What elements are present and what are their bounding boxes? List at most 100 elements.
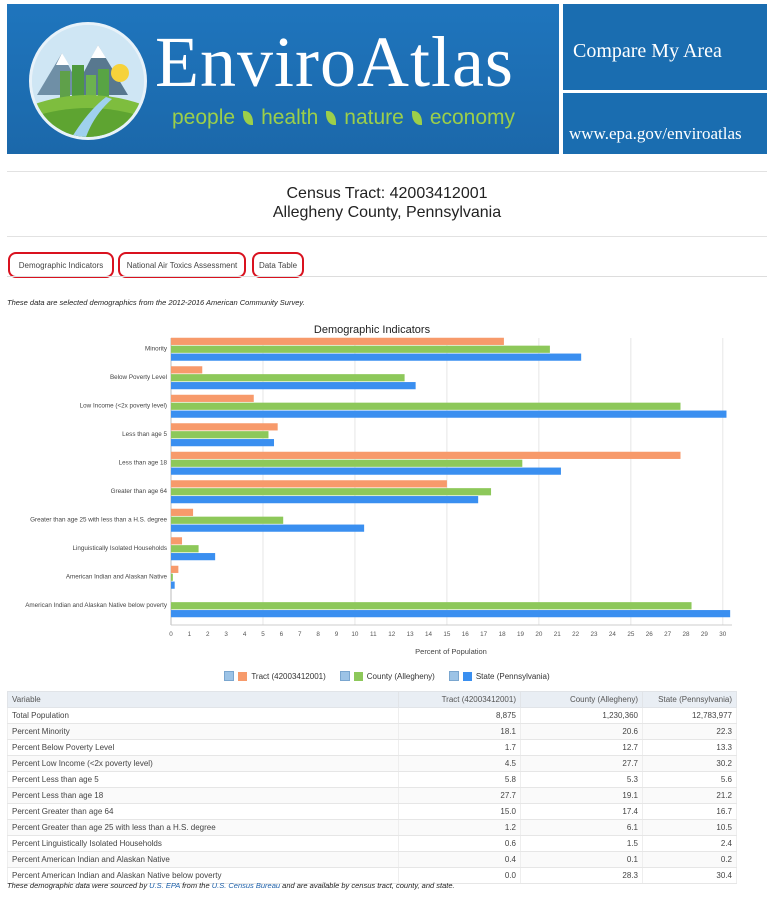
table-cell-variable: Percent American Indian and Alaskan Nati… — [7, 851, 399, 868]
banner-divider-horizontal — [559, 90, 767, 93]
x-tick-label: 10 — [351, 631, 359, 638]
legend-item-tract[interactable]: Tract (42003412001) — [224, 671, 326, 681]
tab-demographic-indicators[interactable]: Demographic Indicators — [8, 252, 114, 278]
x-tick-label: 11 — [370, 631, 377, 638]
table-header-variable: Variable — [7, 691, 399, 708]
bar-county — [171, 516, 284, 524]
table-cell-value: 17.4 — [520, 803, 643, 820]
table-row: Percent Linguistically Isolated Househol… — [7, 835, 737, 852]
table-cell-value: 27.7 — [520, 755, 643, 772]
x-tick-label: 0 — [169, 631, 173, 638]
table-cell-value: 20.6 — [520, 723, 643, 740]
table-cell-variable: Percent Less than age 5 — [7, 771, 399, 788]
enviroatlas-logo-icon — [29, 22, 147, 140]
table-row: Percent Greater than age 25 with less th… — [7, 819, 737, 836]
us-epa-link[interactable]: U.S. EPA — [149, 881, 181, 890]
x-tick-label: 23 — [591, 631, 599, 638]
table-cell-variable: Percent Greater than age 25 with less th… — [7, 819, 399, 836]
x-tick-label: 2 — [206, 631, 210, 638]
table-cell-value: 15.0 — [398, 803, 521, 820]
legend-checkbox-icon[interactable] — [224, 671, 235, 681]
bar-county — [171, 431, 269, 439]
leaf-icon — [326, 111, 337, 125]
chart-x-axis-label: Percent of Population — [415, 647, 487, 656]
legend-label-state: State (Pennsylvania) — [475, 671, 550, 681]
table-row: Percent Minority 18.1 20.6 22.3 — [7, 723, 737, 740]
bar-county — [171, 488, 492, 496]
table-body: Total Population 8,875 1,230,360 12,783,977… — [7, 707, 737, 884]
banner-divider — [559, 4, 563, 154]
bar-tract — [171, 366, 203, 374]
tagline-economy: economy — [429, 106, 516, 129]
x-tick-label: 18 — [499, 631, 507, 638]
table-cell-value: 30.2 — [642, 755, 737, 772]
tab-data-table[interactable]: Data Table — [252, 252, 304, 278]
table-cell-value: 22.3 — [642, 723, 737, 740]
bar-county — [171, 374, 405, 382]
leaf-icon — [411, 111, 422, 125]
x-tick-label: 27 — [664, 631, 672, 638]
x-tick-label: 8 — [316, 631, 320, 638]
bar-county — [171, 459, 523, 467]
bar-state — [171, 524, 365, 532]
table-cell-value: 0.2 — [642, 851, 737, 868]
demographic-indicators-chart: Demographic Indicators Minority Below Pov… — [25, 324, 732, 656]
x-tick-label: 26 — [646, 631, 654, 638]
category-label: American Indian and Alaskan Native below… — [25, 602, 168, 609]
table-cell-value: 27.7 — [398, 787, 521, 804]
county-state-title: Allegheny County, Pennsylvania — [272, 204, 502, 221]
x-tick-label: 22 — [572, 631, 580, 638]
enviroatlas-url[interactable]: www.epa.gov/enviroatlas — [569, 124, 742, 143]
table-cell-value: 5.8 — [398, 771, 521, 788]
bar-state — [171, 467, 561, 475]
x-tick-label: 3 — [224, 631, 228, 638]
tagline-nature: nature — [344, 106, 404, 129]
category-label: Less than age 5 — [122, 431, 167, 438]
footer-source-note: These demographic data were sourced by U… — [7, 881, 455, 890]
table-cell-variable: Percent Below Poverty Level — [7, 739, 399, 756]
table-cell-value: 8,875 — [398, 707, 521, 724]
x-tick-label: 4 — [243, 631, 247, 638]
legend-item-county[interactable]: County (Allegheny) — [339, 671, 435, 681]
table-cell-value: 1.7 — [398, 739, 521, 756]
footer-text-post: and are available by census tract, count… — [280, 881, 455, 890]
us-census-bureau-link[interactable]: U.S. Census Bureau — [211, 881, 281, 890]
table-cell-value: 12.7 — [520, 739, 643, 756]
intro-text: These data are selected demographics fro… — [7, 298, 305, 307]
legend-checkbox-icon[interactable] — [339, 671, 350, 681]
category-label: Linguistically Isolated Households — [72, 545, 167, 552]
legend-swatch-county — [353, 671, 363, 681]
bar-state — [171, 610, 731, 618]
bar-tract — [171, 451, 681, 459]
table-cell-variable: Total Population — [7, 707, 399, 724]
leaf-icon — [243, 111, 254, 125]
legend-swatch-tract — [238, 671, 248, 681]
bar-tract — [171, 508, 194, 516]
banner-tagline: people health nature economy — [172, 106, 515, 130]
tabs-underline — [7, 276, 767, 277]
x-tick-label: 13 — [407, 631, 415, 638]
table-cell-variable: Percent Minority — [7, 723, 399, 740]
table-header-tract: Tract (42003412001) — [398, 691, 521, 708]
bar-state — [171, 496, 479, 504]
x-tick-label: 15 — [443, 631, 451, 638]
table-cell-value: 6.1 — [520, 819, 643, 836]
x-tick-label: 30 — [719, 631, 727, 638]
table-cell-value: 13.3 — [642, 739, 737, 756]
legend-checkbox-icon[interactable] — [448, 671, 459, 681]
x-tick-label: 14 — [425, 631, 433, 638]
category-label: American Indian and Alaskan Native — [66, 573, 168, 580]
table-header-state: State (Pennsylvania) — [642, 691, 737, 708]
table-cell-value: 0.4 — [398, 851, 521, 868]
data-table: Variable Tract (42003412001) County (All… — [7, 691, 737, 884]
legend-label-county: County (Allegheny) — [366, 671, 435, 681]
bar-county — [171, 573, 173, 581]
bar-tract — [171, 337, 504, 345]
table-cell-value: 30.4 — [642, 867, 737, 884]
x-tick-label: 6 — [280, 631, 284, 638]
tab-national-air-toxics-assessment[interactable]: National Air Toxics Assessment — [118, 252, 246, 278]
chart-category-labels: Minority Below Poverty Level Low Income (<… — [25, 345, 168, 609]
legend-item-state[interactable]: State (Pennsylvania) — [448, 671, 550, 681]
table-cell-variable: Percent Linguistically Isolated Househol… — [7, 835, 399, 852]
category-label: Low Income (<2x poverty level) — [80, 402, 167, 409]
